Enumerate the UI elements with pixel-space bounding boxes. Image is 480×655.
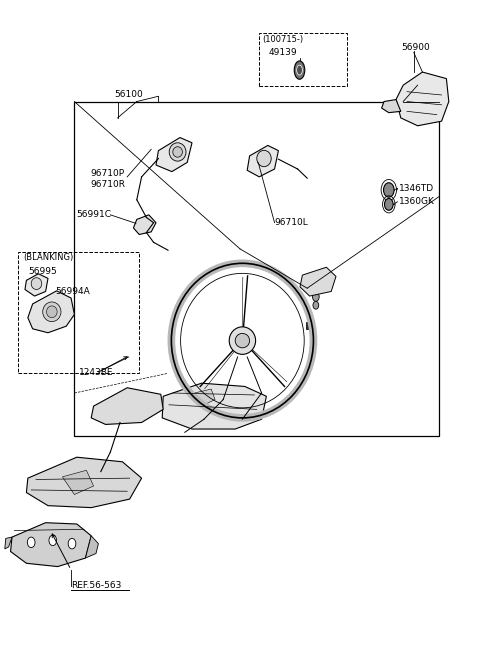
Ellipse shape — [173, 147, 182, 157]
Ellipse shape — [294, 61, 305, 79]
Ellipse shape — [31, 278, 42, 290]
Polygon shape — [162, 383, 266, 429]
Circle shape — [384, 183, 394, 197]
Circle shape — [27, 537, 35, 548]
Polygon shape — [26, 457, 142, 508]
Polygon shape — [247, 145, 278, 177]
Ellipse shape — [47, 306, 57, 318]
Ellipse shape — [169, 143, 186, 161]
Text: 96710L: 96710L — [275, 218, 308, 227]
Bar — [306, 322, 313, 329]
Polygon shape — [396, 72, 449, 126]
Bar — [74, 102, 439, 436]
Text: 1346TD: 1346TD — [399, 184, 434, 193]
Circle shape — [384, 198, 393, 210]
Circle shape — [312, 292, 319, 301]
Ellipse shape — [297, 66, 302, 75]
Polygon shape — [91, 388, 163, 424]
Text: 96710R: 96710R — [90, 180, 125, 189]
Bar — [259, 33, 347, 86]
Text: 56991C: 56991C — [76, 210, 111, 219]
Ellipse shape — [43, 302, 61, 322]
Polygon shape — [156, 138, 192, 172]
Polygon shape — [133, 215, 156, 234]
Polygon shape — [28, 291, 74, 333]
Text: 56100: 56100 — [114, 90, 143, 99]
Circle shape — [68, 538, 76, 549]
Polygon shape — [85, 536, 98, 558]
Polygon shape — [382, 100, 401, 113]
Ellipse shape — [257, 151, 271, 166]
Text: 96710P: 96710P — [90, 169, 124, 178]
Text: (BLANKING): (BLANKING) — [23, 253, 73, 262]
Text: 49139: 49139 — [269, 48, 298, 57]
Polygon shape — [300, 267, 336, 296]
Text: 1360GK: 1360GK — [399, 197, 435, 206]
Circle shape — [49, 535, 57, 546]
Text: REF.56-563: REF.56-563 — [71, 581, 121, 590]
Ellipse shape — [235, 333, 250, 348]
Polygon shape — [194, 389, 215, 406]
Polygon shape — [25, 274, 48, 296]
Text: 1243BE: 1243BE — [79, 367, 114, 377]
Text: 56900: 56900 — [401, 43, 430, 52]
Polygon shape — [11, 523, 91, 567]
Polygon shape — [5, 537, 12, 549]
Circle shape — [312, 283, 320, 293]
Bar — [18, 252, 139, 373]
Text: 56995: 56995 — [28, 267, 57, 276]
Ellipse shape — [229, 327, 255, 354]
Polygon shape — [62, 470, 94, 495]
Circle shape — [313, 301, 319, 309]
Text: 56994A: 56994A — [55, 287, 90, 296]
Text: (100715-): (100715-) — [263, 35, 304, 44]
